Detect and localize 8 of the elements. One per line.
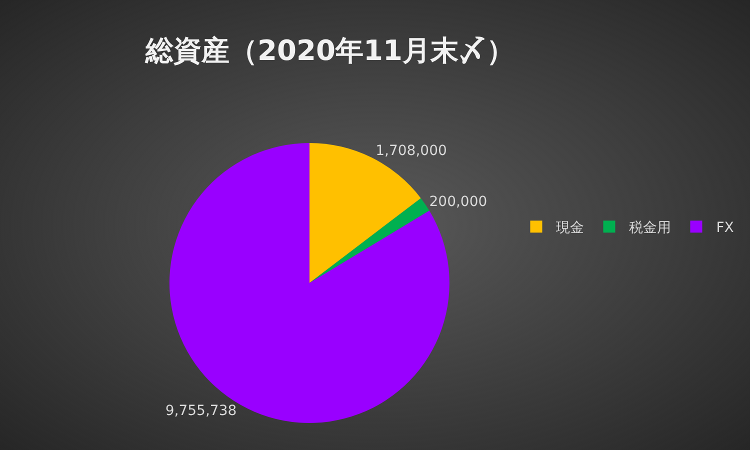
legend-label: 税金用: [629, 220, 672, 236]
data-label: 1,708,000: [376, 143, 447, 160]
pie-slice: [309, 198, 430, 283]
data-label: 200,000: [429, 194, 488, 210]
data-label: 9,755,738: [165, 402, 237, 419]
chart-title: 総資産（2020年11月末〆）: [144, 34, 514, 68]
legend-label: 現金: [556, 220, 584, 236]
legend-label: FX: [716, 220, 734, 236]
